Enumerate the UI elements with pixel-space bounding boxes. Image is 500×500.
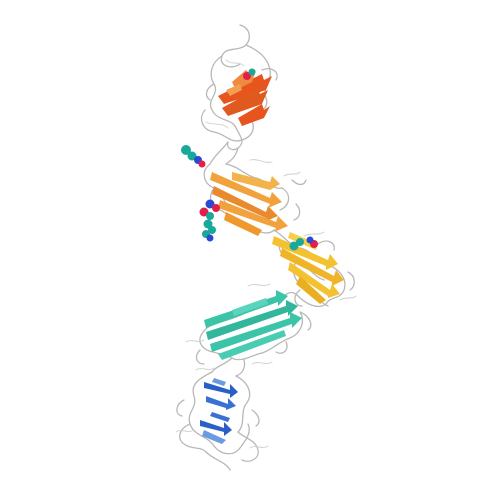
linker-3-4 — [281, 291, 327, 308]
domain-4-strands — [204, 290, 302, 360]
domain-5-strands — [200, 378, 238, 444]
domain-2-strands — [210, 172, 288, 236]
domain-1-strands — [218, 70, 272, 126]
domain-5-coil — [176, 371, 260, 471]
backbone-details — [175, 59, 357, 449]
glycan-cluster — [181, 145, 220, 242]
domain-3-glycan — [289, 236, 318, 251]
linker-4-5 — [211, 357, 246, 377]
linker-1-2 — [209, 141, 239, 165]
domain-1-glycan — [243, 68, 256, 80]
